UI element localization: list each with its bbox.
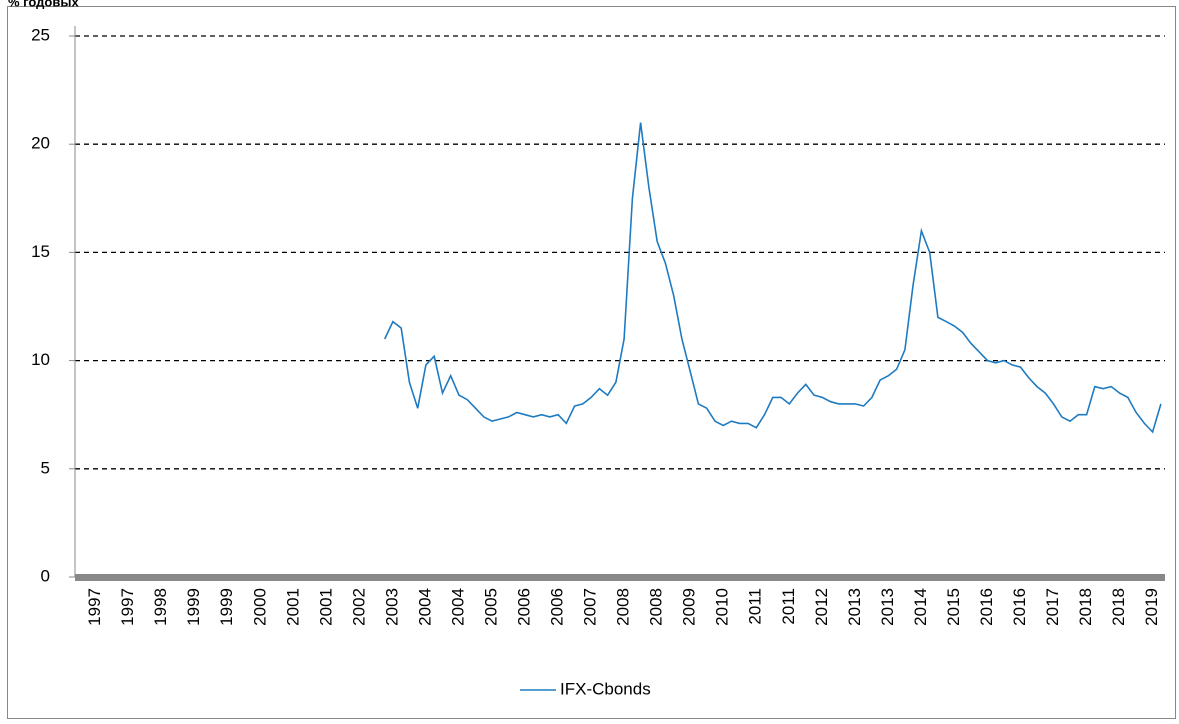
x-tick-label: 2012: [812, 588, 831, 626]
x-tick-label: 2002: [349, 588, 368, 626]
x-tick-label: 2018: [1109, 588, 1128, 626]
x-tick-label: 2008: [647, 588, 666, 626]
x-tick-label: 2010: [713, 588, 732, 626]
x-tick-label: 2008: [614, 588, 633, 626]
x-tick-label: 2006: [548, 588, 567, 626]
x-tick-label: 2004: [448, 588, 467, 626]
chart-title: % годовых: [8, 0, 79, 9]
y-tick-label: 5: [41, 458, 50, 477]
x-tick-label: 2009: [680, 588, 699, 626]
y-tick-label: 20: [31, 134, 50, 153]
legend-label: IFX-Cbonds: [560, 679, 651, 698]
x-tick-label: 1998: [151, 588, 170, 626]
series-line: [383, 122, 1162, 434]
x-tick-label: 2004: [415, 588, 434, 626]
x-tick-label: 2011: [746, 588, 765, 625]
x-tick-label: 2017: [1043, 588, 1062, 626]
x-tick-label: 2001: [316, 588, 335, 626]
x-tick-label: 1997: [118, 588, 137, 626]
x-tick-label: 1997: [85, 588, 104, 626]
y-tick-label: 0: [41, 566, 50, 585]
x-tick-label: 2018: [1076, 588, 1095, 626]
x-tick-label: 2000: [250, 588, 269, 626]
x-axis: [75, 574, 1165, 581]
y-tick-label: 15: [31, 242, 50, 261]
x-tick-label: 2015: [944, 588, 963, 626]
x-tick-label: 2016: [1010, 588, 1029, 626]
x-tick-label: 2013: [845, 588, 864, 626]
x-tick-label: 2007: [581, 588, 600, 626]
x-tick-label: 2019: [1142, 588, 1161, 626]
y-tick-label: 10: [31, 350, 50, 369]
x-tick-label: 2013: [878, 588, 897, 626]
x-tick-label: 2003: [382, 588, 401, 626]
x-tick-label: 2001: [283, 588, 302, 626]
x-tick-label: 2014: [911, 588, 930, 626]
x-tick-label: 2011: [779, 588, 798, 625]
x-tick-label: 2016: [977, 588, 996, 626]
x-tick-label: 2005: [481, 588, 500, 626]
x-tick-label: 2006: [515, 588, 534, 626]
x-tick-label: 1999: [217, 588, 236, 626]
x-tick-label: 1999: [184, 588, 203, 626]
y-tick-label: 25: [31, 25, 50, 44]
